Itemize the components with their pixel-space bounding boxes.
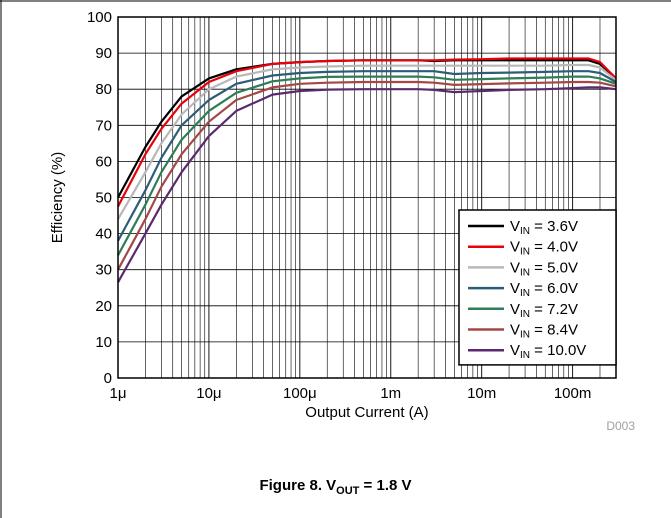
y-tick-label: 100: [87, 9, 112, 26]
legend-label-5: VIN = 8.4V: [510, 322, 578, 341]
plot-border: [117, 16, 617, 379]
caption-prefix: Figure 8. V: [259, 477, 337, 494]
legend-label-3: VIN = 6.0V: [510, 280, 578, 299]
x-tick-label: 100μ: [283, 385, 317, 402]
y-tick-label: 20: [95, 298, 112, 315]
y-tick-label: 10: [95, 334, 112, 351]
x-tick-label: 10μ: [196, 385, 221, 402]
x-tick-labels: 1μ 10μ 100μ 1m 10m 100m: [110, 385, 592, 402]
series-line-4: [117, 75, 617, 256]
x-axis-label: Output Current (A): [305, 404, 428, 421]
y-tick-label: 40: [95, 226, 112, 243]
x-tick-label: 1μ: [110, 385, 127, 402]
y-axis-label: Efficiency (%): [49, 152, 66, 243]
x-tick-label: 1m: [380, 385, 401, 402]
legend-label-4: VIN = 7.2V: [510, 301, 578, 320]
y-tick-label: 50: [95, 190, 112, 207]
y-tick-labels: 0 10 20 30 40 50 60 70 80 90 100: [87, 9, 112, 387]
series-line-6: [117, 86, 617, 283]
series-line-5: [117, 80, 617, 271]
y-tick-label: 90: [95, 45, 112, 62]
series-lines: [117, 57, 617, 283]
x-tick-label: 100m: [554, 385, 592, 402]
caption-subscript: OUT: [336, 485, 360, 497]
legend-label-6: VIN = 10.0V: [510, 342, 586, 361]
y-tick-label: 60: [95, 153, 112, 170]
y-tick-label: 80: [95, 81, 112, 98]
y-tick-label: 30: [95, 262, 112, 279]
series-line-1: [117, 57, 617, 208]
legend-label-2: VIN = 5.0V: [510, 259, 578, 278]
legend-label-0: VIN = 3.6V: [510, 218, 578, 237]
x-tick-label: 10m: [467, 385, 496, 402]
y-tick-label: 0: [104, 370, 112, 387]
caption-suffix: = 1.8 V: [359, 477, 412, 494]
series-line-2: [117, 63, 617, 220]
series-line-3: [117, 70, 617, 242]
y-tick-label: 70: [95, 117, 112, 134]
legend-label-1: VIN = 4.0V: [510, 239, 578, 258]
figure-caption: Figure 8. VOUT = 1.8 V: [0, 477, 671, 497]
figure-code: D003: [606, 419, 635, 433]
